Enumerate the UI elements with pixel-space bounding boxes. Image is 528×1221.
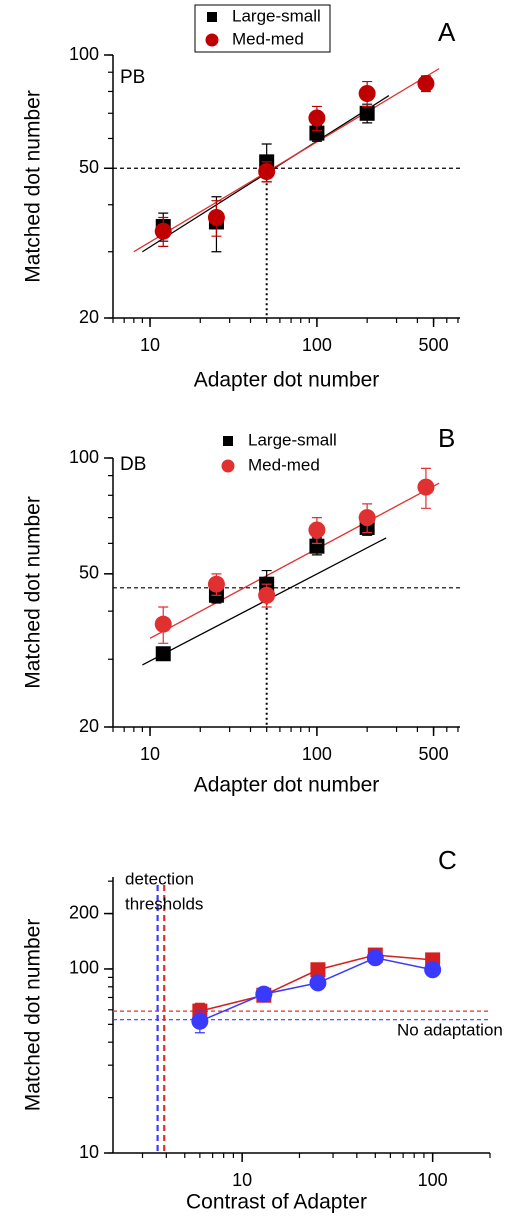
data-point [255,985,273,1003]
annotation: No adaptation [397,1020,503,1039]
x-axis-label: Adapter dot number [194,369,380,392]
y-tick-label: 200 [69,902,99,922]
data-point [358,509,376,527]
fit-line [149,482,440,639]
legend-marker [205,33,219,47]
x-tick-label: 500 [419,335,449,355]
data-point [366,949,384,967]
legend-label: Med-med [248,455,320,474]
x-tick-label: 500 [419,744,449,764]
data-point [154,222,172,240]
fit-line [133,68,440,253]
annotation: detection [125,869,194,888]
data-point [258,586,276,604]
data-point [308,109,326,127]
legend-marker [223,436,233,446]
x-tick-label: 100 [418,1170,448,1190]
y-tick-label: 100 [69,44,99,64]
data-point [417,74,435,92]
y-tick-label: 20 [79,307,99,327]
x-tick-label: 10 [140,744,160,764]
y-tick-label: 50 [79,157,99,177]
panel-label: B [438,423,455,453]
panel-label: C [438,845,457,875]
data-point [258,163,276,181]
panel-label: A [438,17,456,47]
data-point [358,85,376,103]
dataset-label: DB [120,454,146,475]
x-tick-label: 100 [302,744,332,764]
y-axis-label: Matched dot number [22,919,45,1112]
annotation: thresholds [125,894,203,913]
data-point [310,962,326,978]
data-point [417,478,435,496]
y-tick-label: 10 [79,1142,99,1162]
data-point [207,208,225,226]
legend-marker [221,459,235,473]
x-tick-label: 100 [302,335,332,355]
data-point [309,125,325,141]
data-point [207,575,225,593]
y-tick-label: 20 [79,716,99,736]
legend-label: Large-small [232,6,321,25]
x-tick-label: 10 [140,335,160,355]
data-point [309,974,327,992]
data-point [155,646,171,662]
y-tick-label: 100 [69,958,99,978]
legend-label: Large-small [248,430,337,449]
legend-marker [207,12,217,22]
data-point [154,615,172,633]
data-point [191,1012,209,1030]
x-axis-label: Adapter dot number [194,774,380,797]
legend-label: Med-med [232,29,304,48]
x-axis-label: Contrast of Adapter [186,1191,367,1214]
y-tick-label: 50 [79,563,99,583]
y-axis-label: Matched dot number [22,90,45,283]
data-point [309,538,325,554]
legend-box [194,4,331,53]
data-point [424,961,442,979]
y-tick-label: 100 [69,447,99,467]
dataset-label: PB [120,67,145,88]
x-tick-label: 10 [232,1170,252,1190]
data-point [359,105,375,121]
y-axis-label: Matched dot number [22,496,45,689]
data-point [308,521,326,539]
